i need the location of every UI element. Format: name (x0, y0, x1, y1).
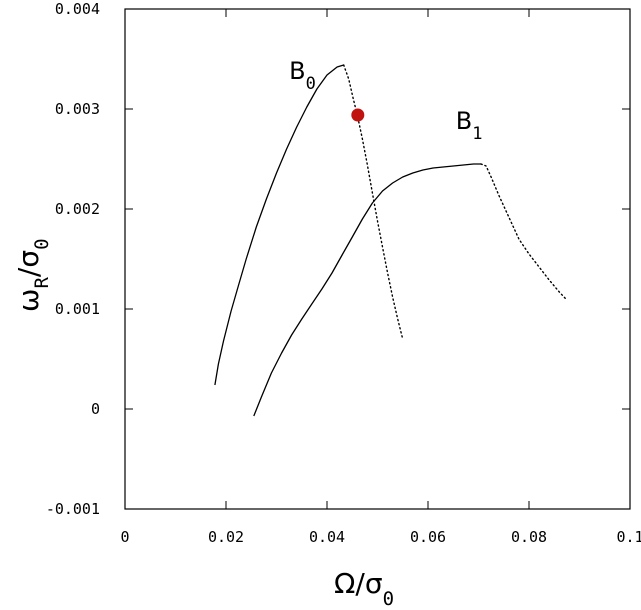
series-layer (214, 64, 568, 417)
x-tick-label: 0 (120, 528, 129, 546)
axis-tick-labels: 0 0.02 0.04 0.06 0.08 0.1 -0.001 0 0.001 0.002 0.0… (46, 0, 641, 546)
y-tick-label: 0.003 (55, 100, 100, 118)
x-tick-label: 0.04 (309, 528, 345, 546)
x-tick-label: 0.02 (208, 528, 244, 546)
series-0-dotted-line (343, 64, 403, 338)
y-tick-label: 0.004 (55, 0, 100, 18)
x-tick-label: 0.08 (511, 528, 547, 546)
x-tick-label: 0.06 (410, 528, 446, 546)
axis-ticks (125, 9, 630, 509)
highlight-point (351, 108, 365, 122)
series-1-solid-line (253, 163, 481, 417)
x-axis-label: Ω/σ0 (334, 567, 394, 610)
series-0-solid-line (214, 64, 344, 386)
y-axis-label: ωR/σ0 (12, 238, 53, 312)
series-1-label: B1 (456, 107, 483, 144)
y-tick-label: 0.002 (55, 200, 100, 218)
series-0-label: B0 (289, 57, 316, 94)
y-tick-label: -0.001 (46, 500, 100, 518)
series-1-dotted-line (480, 163, 568, 301)
x-tick-label: 0.1 (616, 528, 641, 546)
y-tick-label: 0.001 (55, 300, 100, 318)
series-labels: B0 B1 (289, 57, 482, 144)
plot-frame (124, 8, 631, 510)
y-tick-label: 0 (91, 400, 100, 418)
